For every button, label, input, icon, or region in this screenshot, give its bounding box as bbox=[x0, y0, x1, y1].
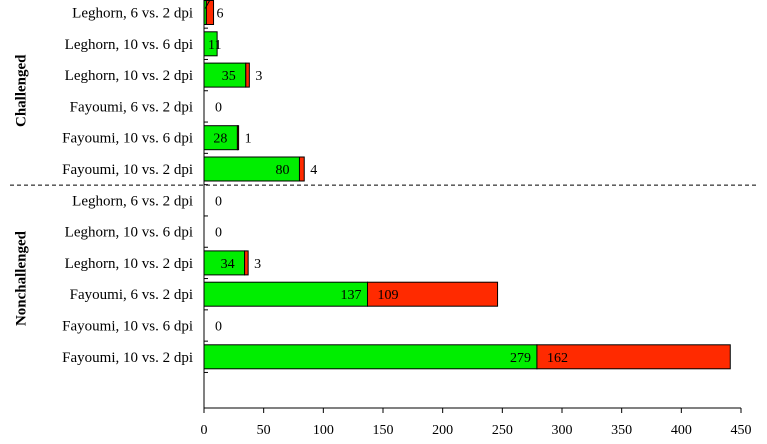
group-label: Nonchallenged bbox=[13, 230, 29, 326]
category-label: Leghorn, 10 vs. 6 dpi bbox=[65, 225, 193, 241]
category-label: Fayoumi, 10 vs. 2 dpi bbox=[62, 350, 193, 366]
value-label: 279 bbox=[510, 351, 531, 366]
labels-layer: Challenged Nonchallenged Leghorn, 6 vs. 2 … bbox=[13, 0, 568, 366]
bars-layer bbox=[203, 0, 731, 370]
bar-segment-green bbox=[203, 250, 246, 276]
x-tick-label: 350 bbox=[611, 423, 632, 438]
group-label: Challenged bbox=[13, 54, 29, 127]
bar-segment-red bbox=[236, 125, 240, 151]
value-label: 1 bbox=[245, 132, 252, 147]
category-label: Leghorn, 10 vs. 2 dpi bbox=[65, 68, 193, 84]
value-label: 109 bbox=[377, 288, 398, 303]
value-label: 80 bbox=[275, 163, 289, 178]
x-tick-label: 300 bbox=[552, 423, 573, 438]
bar-segment-green bbox=[203, 281, 368, 307]
bar-segment-red bbox=[536, 344, 731, 370]
category-label: Leghorn, 10 vs. 6 dpi bbox=[65, 37, 193, 53]
value-label: 28 bbox=[213, 132, 227, 147]
x-tick-label: 200 bbox=[432, 423, 453, 438]
bar-segment-green bbox=[203, 156, 300, 182]
value-label: 34 bbox=[221, 257, 235, 272]
category-label: Leghorn, 6 vs. 2 dpi bbox=[72, 6, 193, 22]
category-label: Leghorn, 10 vs. 2 dpi bbox=[65, 256, 193, 272]
category-label: Fayoumi, 10 vs. 6 dpi bbox=[62, 319, 193, 335]
value-label: 0 bbox=[215, 320, 222, 335]
bar-segment-green bbox=[203, 125, 238, 151]
x-tick-label: 250 bbox=[492, 423, 513, 438]
value-label: 3 bbox=[255, 69, 262, 84]
bar-segment-green bbox=[203, 31, 218, 57]
x-tick-label: 0 bbox=[201, 423, 208, 438]
value-label: 0 bbox=[215, 100, 222, 115]
value-label: 6 bbox=[217, 7, 224, 22]
x-tick-label: 100 bbox=[313, 423, 334, 438]
category-label: Fayoumi, 6 vs. 2 dpi bbox=[70, 99, 193, 115]
x-tick-label: 450 bbox=[731, 423, 752, 438]
value-label: 0 bbox=[215, 194, 222, 209]
x-tick-label: 400 bbox=[671, 423, 692, 438]
leader-line bbox=[204, 0, 211, 9]
value-label: 0 bbox=[215, 226, 222, 241]
axes-layer: 0 50 100 150 200 250 300 350 400 450 bbox=[10, 14, 757, 438]
value-label: 4 bbox=[310, 163, 317, 178]
value-label: 35 bbox=[222, 69, 236, 84]
bar-segment-red bbox=[244, 250, 249, 276]
category-label: Fayoumi, 6 vs. 2 dpi bbox=[70, 287, 193, 303]
value-label: 3 bbox=[254, 257, 261, 272]
bar-segment-red bbox=[245, 62, 250, 88]
bar-segment-green bbox=[203, 344, 538, 370]
value-label: 162 bbox=[547, 351, 568, 366]
x-tick-label: 150 bbox=[373, 423, 394, 438]
category-label: Leghorn, 6 vs. 2 dpi bbox=[72, 193, 193, 209]
value-label: 11 bbox=[208, 38, 221, 53]
bar-segment-red bbox=[298, 156, 305, 182]
value-label: 137 bbox=[340, 288, 361, 303]
x-tick-label: 50 bbox=[257, 423, 271, 438]
category-label: Fayoumi, 10 vs. 2 dpi bbox=[62, 162, 193, 178]
bar-segment-red bbox=[366, 281, 499, 307]
category-label: Fayoumi, 10 vs. 6 dpi bbox=[62, 131, 193, 147]
